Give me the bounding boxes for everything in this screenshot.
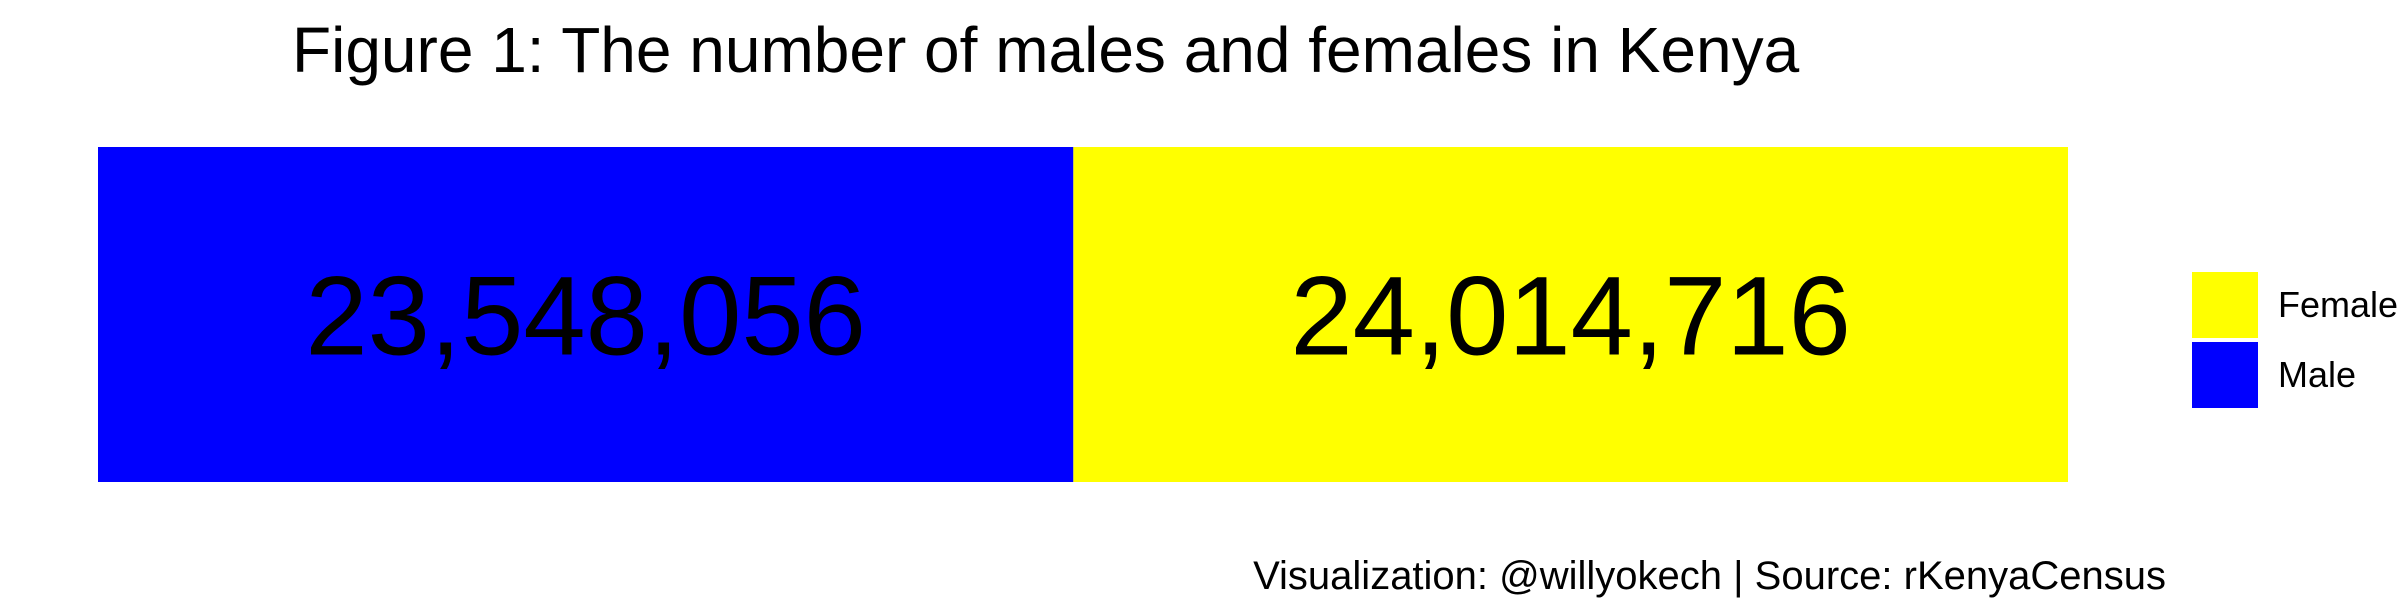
legend-key-male — [2192, 342, 2258, 408]
legend-item-female: Female — [2192, 270, 2398, 340]
data-label-female: 24,014,716 — [1290, 254, 1851, 379]
legend-label-male: Male — [2278, 354, 2357, 395]
legend-label-female: Female — [2278, 284, 2399, 325]
legend: Female Male — [2192, 270, 2398, 410]
legend-key-female — [2192, 272, 2258, 338]
bar-segment-male — [98, 147, 1074, 482]
data-label-male: 23,548,056 — [305, 254, 866, 379]
bar-segment-female — [1073, 147, 2068, 482]
source-caption: Visualization: @willyokech | Source: rKe… — [1253, 554, 2166, 598]
legend-item-male: Male — [2192, 340, 2398, 410]
chart-title: Figure 1: The number of males and female… — [292, 14, 1800, 86]
